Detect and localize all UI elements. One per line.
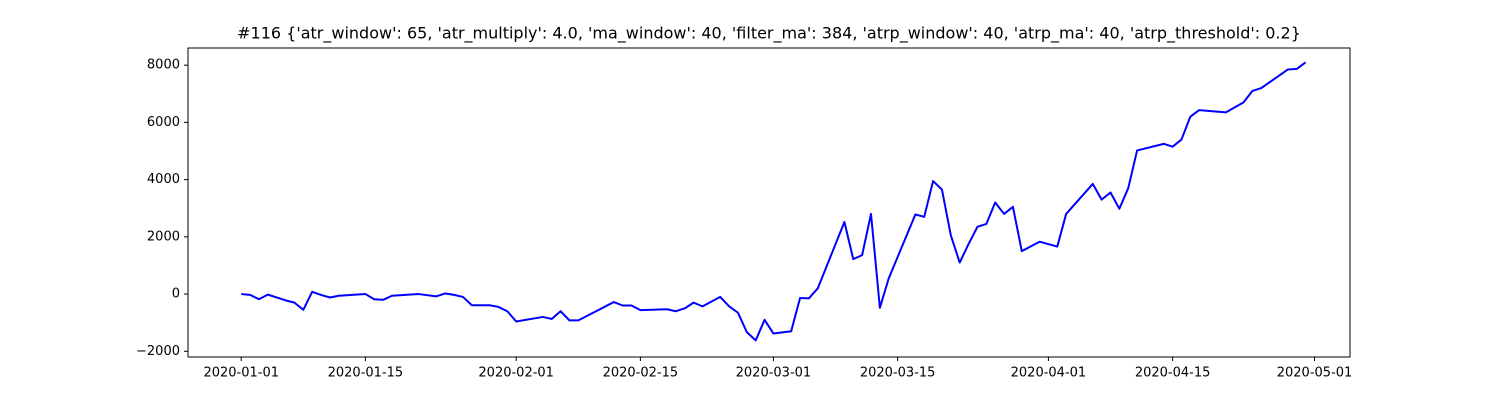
x-tick-label: 2020-02-15 xyxy=(603,366,679,381)
plot-frame xyxy=(187,47,1351,358)
x-tick-label: 2020-05-01 xyxy=(1277,366,1353,381)
x-tick-label: 2020-01-15 xyxy=(328,366,404,381)
chart-title: #116 {'atr_window': 65, 'atr_multiply': … xyxy=(237,24,1301,44)
y-tick-label: 0 xyxy=(172,287,180,302)
x-tick-label: 2020-04-15 xyxy=(1135,366,1211,381)
x-tick-label: 2020-03-15 xyxy=(860,366,936,381)
y-tick-label: 4000 xyxy=(147,172,180,187)
y-tick-label: 2000 xyxy=(147,229,180,244)
y-tick-label: 6000 xyxy=(147,115,180,130)
x-tick-label: 2020-02-01 xyxy=(478,366,554,381)
y-tick-label: 8000 xyxy=(147,58,180,73)
y-tick-label: −2000 xyxy=(136,344,180,359)
equity-line xyxy=(241,61,1307,342)
x-tick-label: 2020-01-01 xyxy=(203,366,279,381)
x-tick-label: 2020-04-01 xyxy=(1011,366,1087,381)
x-tick-label: 2020-03-01 xyxy=(736,366,812,381)
